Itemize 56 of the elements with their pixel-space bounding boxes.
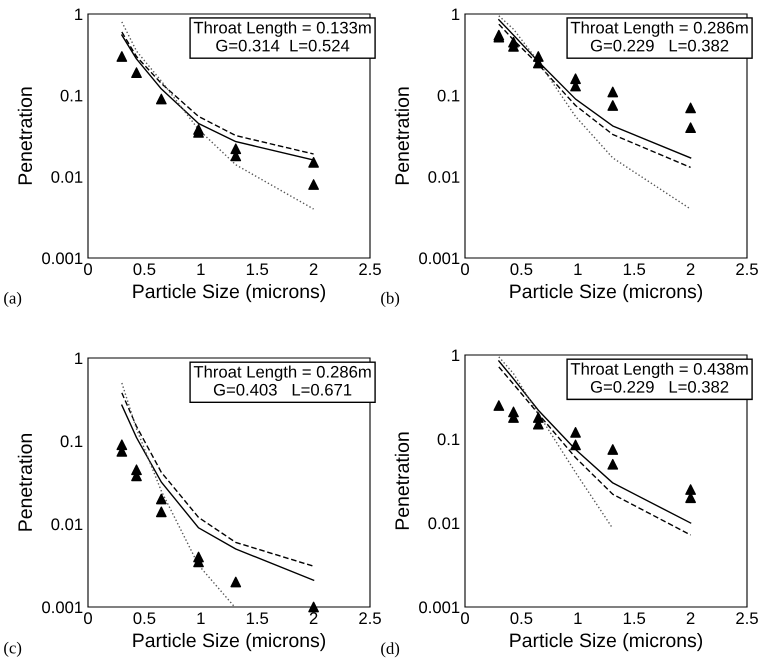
x-tick-label: 0 <box>461 612 469 624</box>
x-axis-title: Particle Size (microns) <box>510 632 702 652</box>
x-tick-label: 1 <box>197 263 205 275</box>
y-axis-title: Penetration <box>18 88 32 184</box>
y-tick-label: 0.1 <box>438 90 460 102</box>
x-tick-label: 2.5 <box>736 263 758 276</box>
text: (c) <box>4 642 22 657</box>
x-tick-label: 0 <box>461 263 469 276</box>
x-tick-label: 0.5 <box>133 612 156 624</box>
x-tick-label: 1.5 <box>624 263 646 276</box>
y-tick-label: 1 <box>75 352 82 364</box>
x-tick-label: 2 <box>310 263 318 275</box>
x-tick-label: 2 <box>310 612 318 624</box>
y-tick-label: 1 <box>75 8 82 20</box>
text: (a) <box>4 292 22 308</box>
y-tick-label: 0.001 <box>419 252 460 264</box>
x-tick-label: 1.5 <box>624 612 646 624</box>
x-tick-label: 1 <box>574 612 582 624</box>
x-tick-label: 2.5 <box>359 612 381 624</box>
x-axis-title: Particle Size (microns) <box>133 632 326 652</box>
y-tick-label: 0.1 <box>438 433 460 446</box>
y-tick-label: 0.001 <box>42 252 82 264</box>
y-tick-label: 0.001 <box>419 601 460 614</box>
x-tick-label: 0.5 <box>510 612 532 624</box>
annotation: Throat Length = 0.286m G=0.229 L=0.382 <box>570 21 748 52</box>
x-tick-label: 2.5 <box>359 263 381 276</box>
y-tick-label: 1 <box>452 350 460 362</box>
x-tick-label: 0 <box>84 612 92 624</box>
annotation: Throat Length = 0.133m G=0.314 L=0.524 <box>194 21 371 52</box>
y-tick-label: 0.1 <box>60 435 82 448</box>
x-tick-label: 0.5 <box>510 263 532 276</box>
y-axis-title: Penetration <box>394 88 410 184</box>
y-tick-label: 1 <box>452 8 460 20</box>
x-tick-label: 0.5 <box>133 263 156 276</box>
y-tick-label: 0.01 <box>51 171 82 183</box>
x-tick-label: 0 <box>84 263 92 276</box>
y-tick-label: 0.01 <box>51 518 82 530</box>
y-tick-label: 0.01 <box>428 171 460 183</box>
annotation: Throat Length = 0.438m G=0.229 L=0.382 <box>570 362 748 393</box>
x-tick-label: 1.5 <box>246 612 268 624</box>
y-tick-label: 0.1 <box>60 90 82 102</box>
x-axis-title: Particle Size (microns) <box>510 284 702 302</box>
text: (d) <box>381 642 400 658</box>
x-tick-label: 1.5 <box>246 263 268 276</box>
y-axis-title: Penetration <box>394 432 410 530</box>
y-axis-title: Penetration <box>18 434 32 531</box>
x-tick-label: 2 <box>686 612 694 624</box>
x-tick-label: 1 <box>574 263 582 275</box>
annotation: Throat Length = 0.286m G=0.403 L=0.671 <box>194 365 371 396</box>
x-tick-label: 2.5 <box>736 612 758 624</box>
x-tick-label: 2 <box>686 263 694 275</box>
x-tick-label: 1 <box>197 612 205 624</box>
text: (b) <box>381 292 400 308</box>
y-tick-label: 0.01 <box>428 517 460 530</box>
x-axis-title: Particle Size (microns) <box>133 284 326 302</box>
y-tick-label: 0.001 <box>42 601 82 614</box>
